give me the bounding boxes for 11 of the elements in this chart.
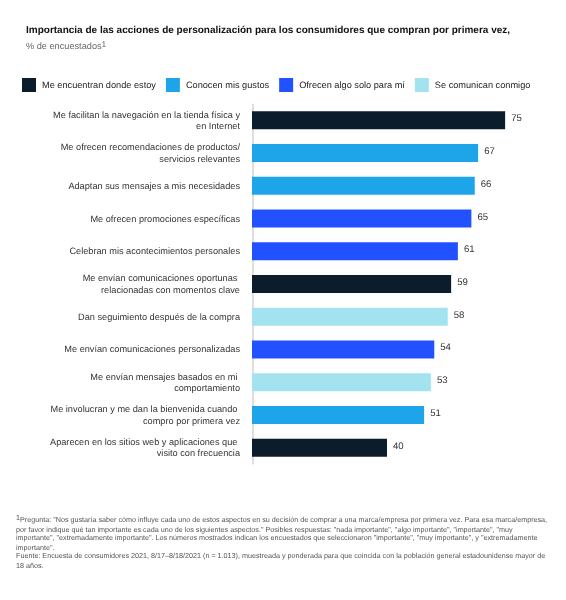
bar <box>252 242 458 261</box>
bar <box>252 438 387 457</box>
bar <box>252 176 475 195</box>
bar <box>252 144 479 163</box>
bar <box>252 111 506 130</box>
bar <box>252 307 448 326</box>
bar <box>252 340 435 359</box>
bar <box>252 373 431 392</box>
bar <box>252 209 472 228</box>
bar <box>252 275 452 293</box>
bar <box>252 405 425 424</box>
